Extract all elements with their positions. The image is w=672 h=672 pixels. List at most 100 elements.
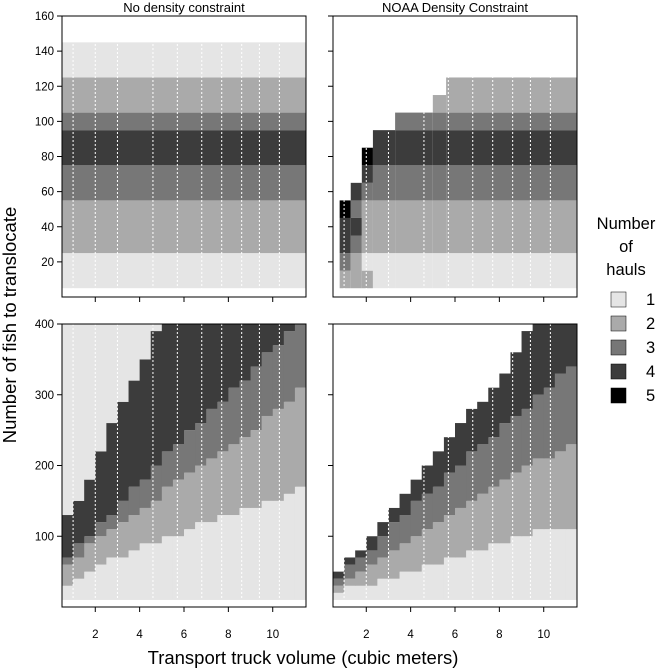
cell-hauls-3 xyxy=(399,515,412,544)
heat-cells xyxy=(62,324,306,607)
cell-hauls-2 xyxy=(339,270,351,289)
cell-hauls-2 xyxy=(446,77,577,113)
legend-entry-label: 1 xyxy=(646,291,655,309)
band-hauls-3 xyxy=(62,165,306,201)
cell-hauls-1 xyxy=(366,585,378,600)
cell-hauls-1 xyxy=(446,253,577,289)
cell-hauls-1 xyxy=(395,253,433,289)
cell-hauls-3 xyxy=(184,430,196,473)
cell-hauls-1 xyxy=(150,543,163,600)
legend-title: hauls xyxy=(606,261,645,279)
cell-hauls-2 xyxy=(395,200,433,254)
cell-hauls-1 xyxy=(272,500,285,600)
cell-hauls-1 xyxy=(206,522,218,600)
cell-hauls-4 xyxy=(250,324,263,367)
cell-hauls-3 xyxy=(388,522,401,551)
y-tick-label: 120 xyxy=(35,81,54,93)
cell-hauls-1 xyxy=(355,585,367,600)
cell-hauls-1 xyxy=(399,571,412,600)
cell-hauls-2 xyxy=(443,515,456,558)
cell-hauls-3 xyxy=(95,522,107,537)
cell-hauls-3 xyxy=(195,423,207,466)
cell-hauls-2 xyxy=(344,578,356,586)
band-hauls-1 xyxy=(62,253,306,289)
cell-hauls-4 xyxy=(466,408,478,452)
cell-hauls-2 xyxy=(361,200,373,254)
band-hauls-4 xyxy=(62,130,306,166)
cell-hauls-3 xyxy=(455,465,467,508)
cell-hauls-2 xyxy=(432,200,447,254)
cell-hauls-2 xyxy=(366,564,378,586)
legend-swatch xyxy=(610,315,627,332)
cell-hauls-3 xyxy=(62,557,74,565)
cell-hauls-4 xyxy=(161,324,174,452)
cell-hauls-3 xyxy=(272,345,285,409)
cell-hauls-1 xyxy=(283,493,296,600)
cell-hauls-1 xyxy=(466,550,478,600)
cell-hauls-1 xyxy=(250,507,263,600)
cell-hauls-3 xyxy=(446,112,577,131)
legend-swatch xyxy=(610,363,627,380)
legend-swatch xyxy=(610,291,627,308)
cell-hauls-1 xyxy=(84,324,96,480)
legend-entry-label: 3 xyxy=(646,339,655,357)
cell-hauls-1 xyxy=(117,324,130,402)
cell-hauls-1 xyxy=(106,324,118,424)
cell-hauls-2 xyxy=(150,500,163,544)
cell-hauls-2 xyxy=(333,585,345,593)
cell-hauls-3 xyxy=(106,515,118,530)
cell-hauls-2 xyxy=(410,536,423,572)
cell-hauls-3 xyxy=(432,112,447,131)
cell-hauls-3 xyxy=(294,324,306,388)
cell-hauls-2 xyxy=(172,479,185,537)
cell-hauls-4 xyxy=(261,324,274,353)
cell-hauls-2 xyxy=(261,415,274,501)
cell-hauls-1 xyxy=(432,253,447,289)
cell-hauls-2 xyxy=(272,408,285,501)
cell-hauls-2 xyxy=(499,479,511,544)
cell-hauls-2 xyxy=(432,522,445,565)
cell-hauls-4 xyxy=(139,359,152,480)
y-tick-label: 80 xyxy=(41,152,54,164)
cell-hauls-1 xyxy=(361,253,373,271)
cell-hauls-1 xyxy=(172,536,185,600)
cell-hauls-1 xyxy=(73,324,85,501)
legend-swatch xyxy=(610,339,627,356)
cell-hauls-4 xyxy=(62,515,74,558)
cell-hauls-4 xyxy=(272,324,285,346)
cell-hauls-3 xyxy=(73,543,85,558)
cell-hauls-3 xyxy=(361,182,373,201)
cell-hauls-2 xyxy=(355,571,367,586)
cell-hauls-3 xyxy=(554,373,567,452)
cell-hauls-4 xyxy=(432,130,447,166)
cell-hauls-2 xyxy=(184,472,196,530)
cell-hauls-2 xyxy=(543,458,556,530)
cell-hauls-1 xyxy=(261,500,274,600)
cell-hauls-1 xyxy=(195,522,207,600)
cell-hauls-2 xyxy=(283,401,296,494)
cell-hauls-3 xyxy=(395,165,433,201)
cell-hauls-3 xyxy=(117,500,130,523)
cell-hauls-1 xyxy=(532,529,545,600)
heat-cells xyxy=(333,324,577,607)
legend-swatch xyxy=(610,387,627,404)
x-axis-label: Transport truck volume (cubic meters) xyxy=(148,647,459,668)
cell-hauls-2 xyxy=(510,472,523,537)
cell-hauls-4 xyxy=(372,130,396,166)
x-tick-label: 8 xyxy=(496,629,502,641)
cell-hauls-1 xyxy=(565,529,577,600)
cell-hauls-3 xyxy=(510,415,523,473)
cell-hauls-4 xyxy=(333,571,345,579)
cell-hauls-4 xyxy=(106,423,118,516)
cell-hauls-4 xyxy=(73,500,85,544)
y-tick-label: 400 xyxy=(35,319,54,331)
cell-hauls-3 xyxy=(377,536,389,558)
y-axis-label: Number of fish to translocate xyxy=(0,207,20,444)
x-tick-label: 10 xyxy=(266,629,279,641)
cell-hauls-3 xyxy=(344,564,356,579)
cell-hauls-1 xyxy=(294,486,306,600)
cell-hauls-1 xyxy=(521,536,534,600)
cell-hauls-3 xyxy=(466,451,478,501)
cell-hauls-4 xyxy=(510,352,523,416)
cell-hauls-5 xyxy=(361,147,373,166)
